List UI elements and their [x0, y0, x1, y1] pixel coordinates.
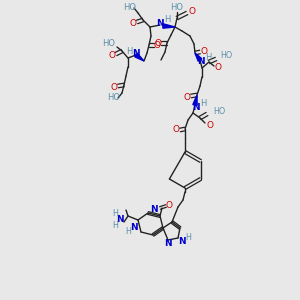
- Polygon shape: [193, 95, 197, 105]
- Polygon shape: [163, 24, 175, 28]
- Text: N: N: [132, 50, 140, 58]
- Text: N: N: [164, 239, 172, 248]
- Text: HO: HO: [107, 94, 121, 103]
- Text: N: N: [116, 215, 124, 224]
- Text: O: O: [188, 7, 196, 16]
- Text: O: O: [109, 52, 116, 61]
- Text: N: N: [178, 236, 186, 245]
- Text: HO: HO: [170, 4, 184, 13]
- Text: HO: HO: [220, 52, 232, 61]
- Text: H: H: [125, 227, 131, 236]
- Text: H: H: [112, 209, 118, 218]
- Text: O: O: [110, 82, 118, 91]
- Text: H: H: [185, 232, 191, 242]
- Text: HO: HO: [124, 2, 136, 11]
- Text: O: O: [206, 121, 214, 130]
- Text: H: H: [205, 53, 211, 62]
- Text: H: H: [126, 47, 132, 56]
- Text: N: N: [192, 103, 200, 112]
- Polygon shape: [195, 53, 202, 61]
- Text: N: N: [150, 205, 158, 214]
- Text: N: N: [156, 19, 164, 28]
- Text: H: H: [112, 221, 118, 230]
- Text: O: O: [200, 46, 208, 56]
- Text: O: O: [154, 38, 161, 47]
- Text: HO: HO: [103, 40, 116, 49]
- Text: N: N: [130, 224, 138, 232]
- Polygon shape: [135, 53, 144, 61]
- Text: N: N: [197, 58, 205, 67]
- Text: O: O: [172, 125, 179, 134]
- Text: HO: HO: [213, 107, 225, 116]
- Text: O: O: [166, 200, 172, 209]
- Text: O: O: [214, 62, 221, 71]
- Text: O: O: [154, 40, 160, 50]
- Text: H: H: [200, 98, 206, 107]
- Text: H: H: [164, 16, 170, 25]
- Text: O: O: [184, 92, 190, 101]
- Text: O: O: [130, 20, 136, 28]
